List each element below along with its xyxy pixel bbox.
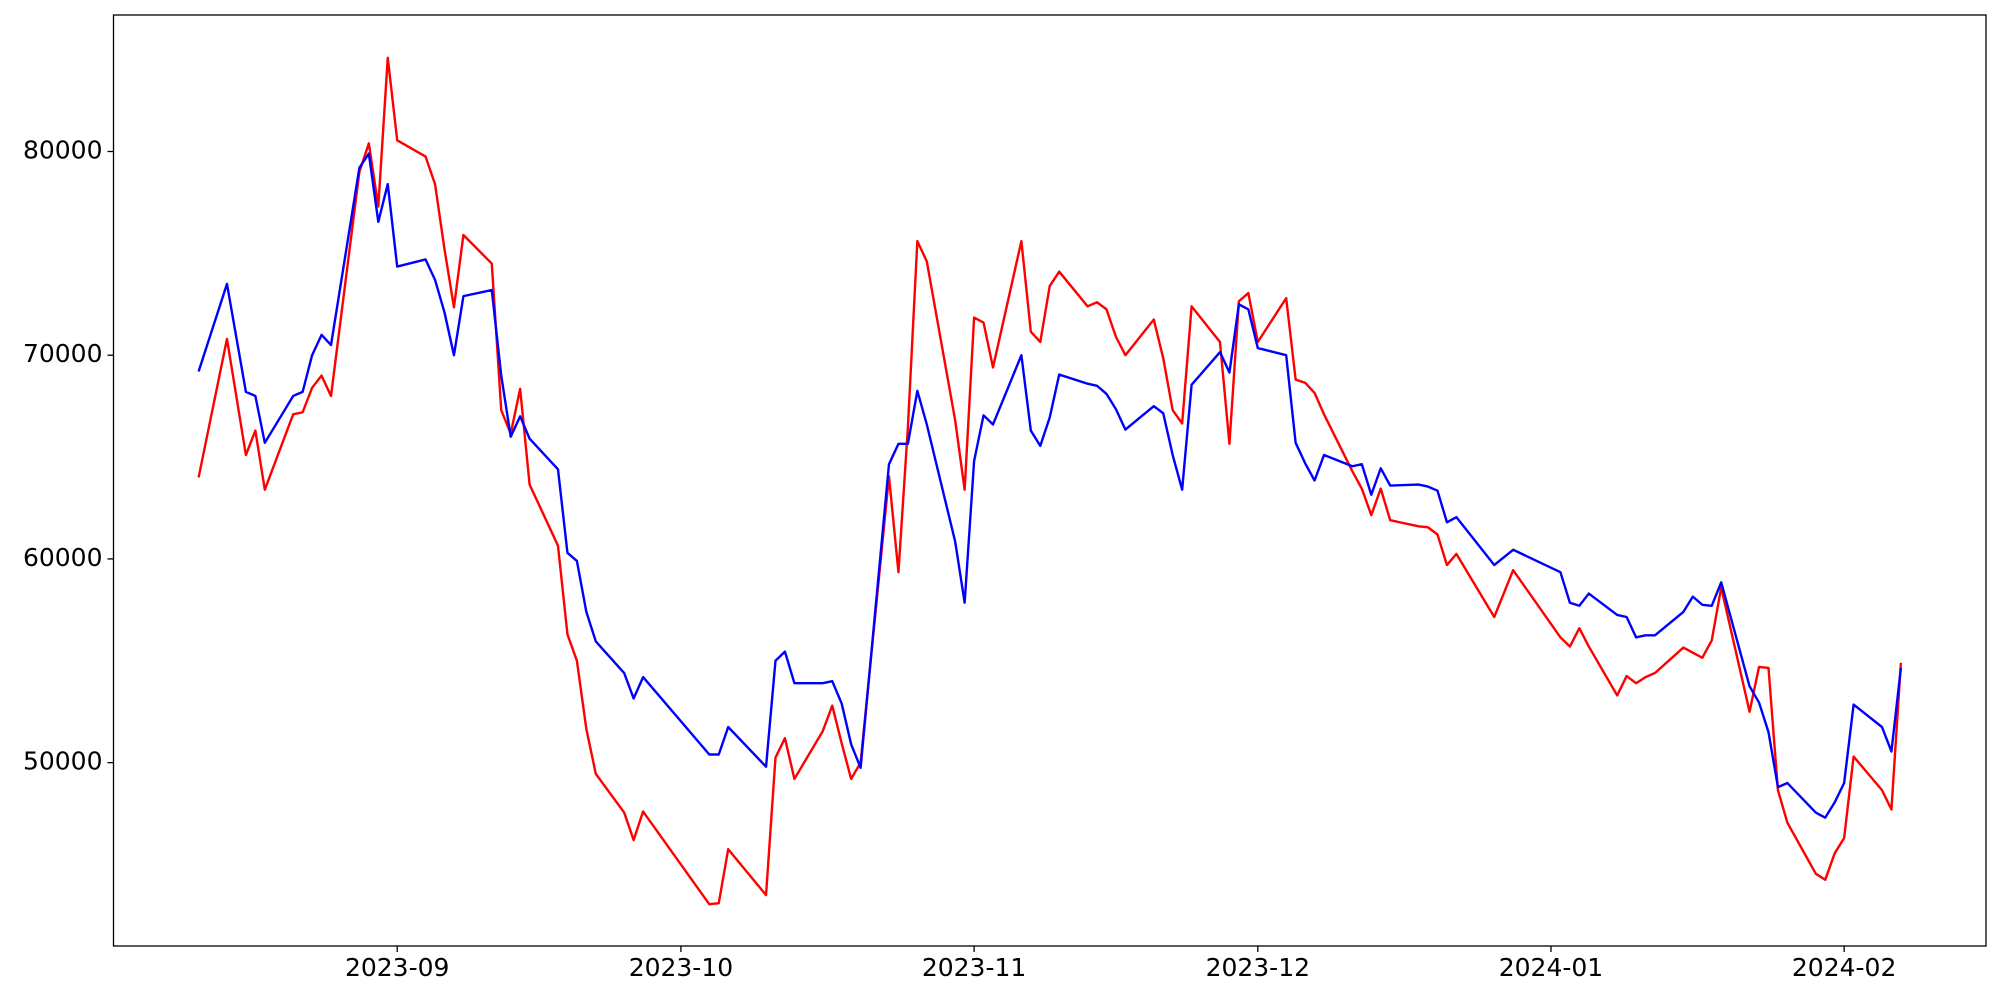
y-tick-label: 60000 xyxy=(23,543,103,572)
plot-frame xyxy=(112,14,1987,947)
y-tick-label: 80000 xyxy=(23,135,103,164)
x-tick-label: 2024-02 xyxy=(1792,953,1896,982)
x-tick-label: 2023-12 xyxy=(1206,953,1310,982)
series-line xyxy=(197,152,1903,819)
y-tick-label: 50000 xyxy=(23,747,103,776)
y-tick-label: 70000 xyxy=(23,339,103,368)
x-tick-label: 2024-01 xyxy=(1499,953,1603,982)
x-tick-label: 2023-11 xyxy=(922,953,1026,982)
x-tick-label: 2023-10 xyxy=(629,953,733,982)
series-line xyxy=(197,56,1903,906)
x-tick-label: 2023-09 xyxy=(345,953,449,982)
